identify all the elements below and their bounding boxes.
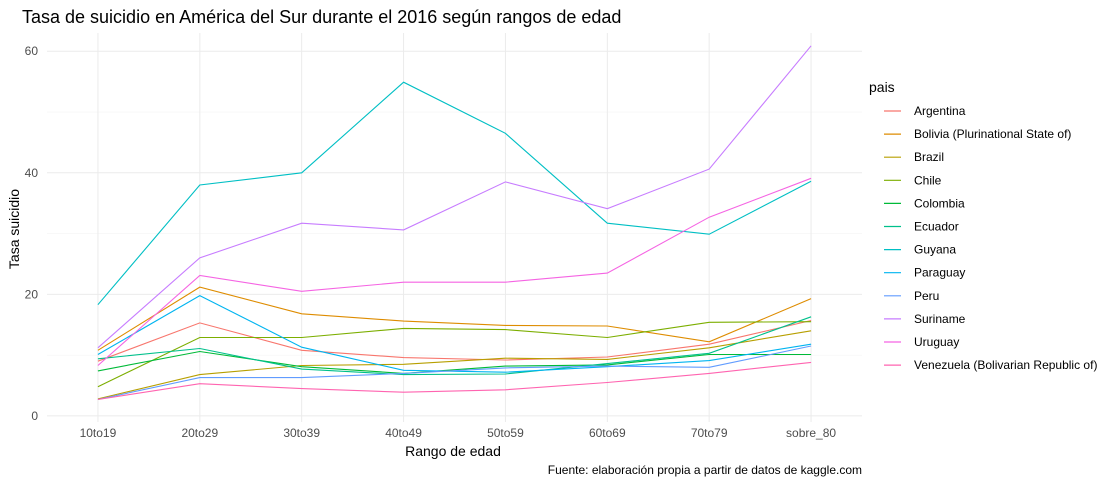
y-tick-label: 20 xyxy=(25,287,39,301)
y-axis-label: Tasa suicidio xyxy=(6,189,22,269)
legend-label: Argentina xyxy=(914,104,966,118)
chart-title: Tasa de suicidio en América del Sur dura… xyxy=(22,7,621,27)
legend-label: Peru xyxy=(914,289,939,303)
x-tick-labels: 10to19 20to29 30to39 40to49 50to59 60to69 70to… xyxy=(80,426,837,440)
x-tick-label: 60to69 xyxy=(589,426,626,440)
series-line-uruguay xyxy=(97,177,812,366)
series-line-guyana xyxy=(97,81,812,306)
legend-label: Paraguay xyxy=(914,266,965,280)
series-line-ecuador xyxy=(97,316,812,376)
legend-label: Brazil xyxy=(914,150,944,164)
legend-title: pais xyxy=(869,79,895,95)
series-lines xyxy=(97,45,812,401)
legend-label: Chile xyxy=(914,173,942,187)
series-line-argentina xyxy=(97,319,812,362)
x-tick-label: 50to59 xyxy=(487,426,524,440)
x-tick-label: 10to19 xyxy=(80,426,117,440)
series-line-brazil xyxy=(97,330,812,400)
x-axis-label: Rango de edad xyxy=(405,443,501,459)
caption: Fuente: elaboración propia a partir de d… xyxy=(548,463,862,477)
series-line-paraguay xyxy=(97,294,812,373)
series-line-peru xyxy=(97,345,812,401)
legend-label: Bolivia (Plurinational State of) xyxy=(914,127,1071,141)
series-line-suriname xyxy=(97,45,812,349)
y-tick-label: 40 xyxy=(25,166,39,180)
x-tick-label: 30to39 xyxy=(283,426,320,440)
legend-label: Suriname xyxy=(914,312,966,326)
grid xyxy=(47,33,862,422)
series-line-bolivia-plurinational-state-of xyxy=(97,286,812,351)
y-tick-label: 0 xyxy=(31,409,38,423)
legend-label: Guyana xyxy=(914,243,956,257)
legend-label: Colombia xyxy=(914,196,965,210)
series-line-chile xyxy=(97,321,812,388)
legend: pais Argentina Bolivia (Plurinational Sta… xyxy=(869,79,1097,372)
y-tick-labels: 0 20 40 60 xyxy=(25,44,39,423)
series-line-venezuela-bolivarian-republic-of xyxy=(97,361,812,401)
x-tick-label: sobre_80 xyxy=(786,426,836,440)
legend-label: Venezuela (Bolivarian Republic of) xyxy=(914,358,1097,372)
legend-label: Ecuador xyxy=(914,220,959,234)
x-tick-label: 20to29 xyxy=(181,426,218,440)
x-tick-label: 70to79 xyxy=(691,426,728,440)
legend-label: Uruguay xyxy=(914,335,959,349)
series-line-colombia xyxy=(97,350,812,374)
x-tick-label: 40to49 xyxy=(385,426,422,440)
y-tick-label: 60 xyxy=(25,44,39,58)
